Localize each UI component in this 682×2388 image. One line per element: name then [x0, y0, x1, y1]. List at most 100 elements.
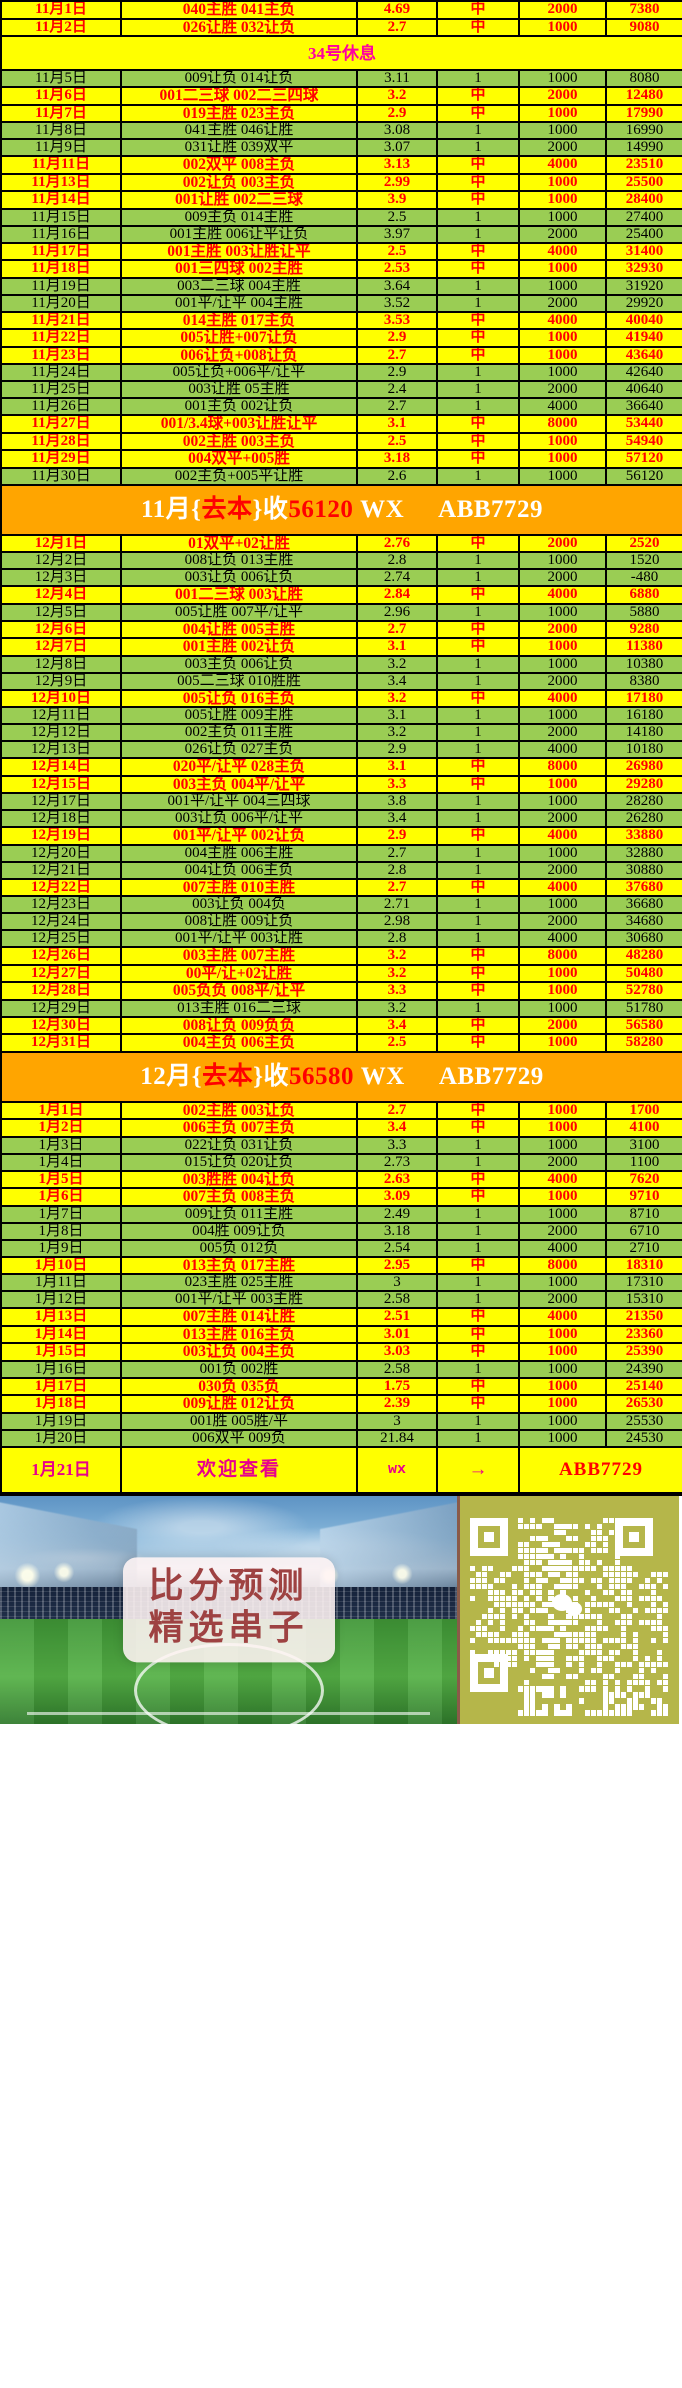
cell-stake: 2000 [518, 293, 607, 313]
cell-profit: 21350 [605, 1307, 682, 1327]
cell-profit: 29920 [605, 293, 682, 313]
wechat-icon [552, 1593, 586, 1620]
cell-pick: 007主胜 014让胜 [120, 1307, 358, 1327]
cell-stake: 1000 [518, 1411, 607, 1431]
cell-stake: 2000 [518, 0, 607, 20]
cell-stake: 4000 [518, 688, 607, 708]
table-row: 12月3日 003让负 006让负 2.74 1 2000 -480 [0, 568, 682, 587]
cell-stake: 4000 [518, 310, 607, 330]
qr-finder-pattern [470, 1517, 508, 1556]
cell-stake: 1000 [518, 466, 607, 486]
bottom-banner: 比分预测 精选串子 [0, 1493, 682, 1724]
cell-result: 中 [436, 585, 520, 605]
cell-profit: 3100 [605, 1135, 682, 1155]
cell-odds: 3.4 [356, 809, 438, 828]
cell-result: 中 [436, 328, 520, 348]
cell-result: 中 [436, 1169, 520, 1189]
cell-result: 1 [436, 1428, 520, 1448]
table-row: 12月15日 003主负 004平/让平 3.3 中 1000 29280 [0, 774, 682, 794]
cell-odds: 2.76 [356, 533, 438, 553]
cell-pick: 014主胜 017主负 [120, 310, 358, 330]
cell-stake: 2000 [518, 723, 607, 742]
cell-profit: 28400 [605, 190, 682, 210]
cell-result: 1 [436, 397, 520, 416]
table-row: 11月1日 040主胜 041主负 4.69 中 2000 7380 [0, 0, 682, 20]
cell-result: 中 [436, 619, 520, 639]
table-row: 12月26日 003主胜 007主胜 3.2 中 8000 48280 [0, 946, 682, 966]
cell-profit: 7620 [605, 1169, 682, 1189]
cell-date: 1月9日 [0, 1238, 122, 1258]
cell-pick: 022让负 031让负 [120, 1135, 358, 1155]
cell-profit: 15310 [605, 1290, 682, 1309]
cell-pick: 002双平 008主负 [120, 155, 358, 175]
cell-pick: 004让负 006主负 [120, 860, 358, 880]
cell-profit: 58280 [605, 1033, 682, 1053]
cell-odds: 3.18 [356, 449, 438, 469]
cell-pick: 002让负 003主负 [120, 172, 358, 192]
cell-pick: 003让负 004负 [120, 895, 358, 914]
table-row: 1月13日 007主胜 014让胜 2.51 中 4000 21350 [0, 1307, 682, 1327]
cell-pick: 003主负 004平/让平 [120, 774, 358, 794]
cell-odds: 3.4 [356, 1118, 438, 1138]
cell-odds: 2.74 [356, 568, 438, 587]
cell-result: 中 [436, 1255, 520, 1275]
cell-pick: 001三四球 002主胜 [120, 259, 358, 279]
cell-pick: 004主胜 006主胜 [120, 843, 358, 863]
cell-stake: 1000 [518, 69, 607, 88]
cell-odds: 2.9 [356, 328, 438, 348]
cell-profit: 24530 [605, 1428, 682, 1448]
cell-pick: 001/3.4球+003让胜让平 [120, 414, 358, 434]
table-row: 11月22日 005让胜+007让负 2.9 中 1000 41940 [0, 328, 682, 348]
cell-pick: 004胜 009让负 [120, 1221, 358, 1241]
cell-result: 1 [436, 1221, 520, 1241]
table-row: 11月13日 002让负 003主负 2.99 中 1000 25500 [0, 172, 682, 192]
cell-odds: 2.8 [356, 551, 438, 570]
cell-stake: 4000 [518, 929, 607, 948]
cell-pick: 013主胜 016二三球 [120, 998, 358, 1018]
cell-profit: 8710 [605, 1204, 682, 1224]
cell-date: 11月26日 [0, 397, 122, 416]
cell-result: 中 [436, 1324, 520, 1344]
table-row: 11月17日 001主胜 003让胜让平 2.5 中 4000 31400 [0, 241, 682, 261]
table-row: 11月2日 026让胜 032让负 2.7 中 1000 9080 [0, 17, 682, 37]
cell-profit: 9710 [605, 1187, 682, 1207]
cell-result: 1 [436, 1238, 520, 1258]
welcome-wechat-id[interactable]: ABB7729 [518, 1445, 682, 1494]
cell-stake: 2000 [518, 1221, 607, 1241]
cell-stake: 1000 [518, 1100, 607, 1120]
table-row: 11月21日 014主胜 017主负 3.53 中 4000 40040 [0, 310, 682, 330]
cell-profit: 10380 [605, 654, 682, 674]
cell-result: 1 [436, 207, 520, 227]
cell-pick: 001平/让平 002让负 [120, 826, 358, 846]
cell-pick: 002主胜 003主负 [120, 431, 358, 451]
cell-odds: 3.3 [356, 981, 438, 1001]
cell-profit: 17180 [605, 688, 682, 708]
summary-month: 12月 [140, 1063, 192, 1090]
cell-stake: 1000 [518, 1273, 607, 1292]
cell-stake: 2000 [518, 568, 607, 587]
cell-stake: 1000 [518, 1394, 607, 1414]
table-row: 12月29日 013主胜 016二三球 3.2 1 1000 51780 [0, 998, 682, 1018]
cell-stake: 1000 [518, 843, 607, 863]
cell-date: 12月28日 [0, 981, 122, 1001]
cell-pick: 001二三球 002二三四球 [120, 86, 358, 106]
wechat-qr-code[interactable] [460, 1495, 679, 1724]
table-row: 1月1日 002主胜 003让负 2.7 中 1000 1700 [0, 1100, 682, 1120]
cell-stake: 4000 [518, 1238, 607, 1258]
cell-date: 1月11日 [0, 1273, 122, 1292]
cell-pick: 001主胜 003让胜让平 [120, 241, 358, 261]
cell-stake: 1000 [518, 259, 607, 279]
cell-date: 1月15日 [0, 1342, 122, 1362]
cell-stake: 1000 [518, 190, 607, 210]
cell-stake: 1000 [518, 363, 607, 382]
cell-result: 1 [436, 1359, 520, 1379]
cell-date: 11月14日 [0, 190, 122, 210]
cell-result: 1 [436, 1152, 520, 1172]
cell-result: 1 [436, 671, 520, 691]
cell-stake: 8000 [518, 1255, 607, 1275]
cell-stake: 1000 [518, 654, 607, 674]
cell-result: 中 [436, 981, 520, 1001]
cell-date: 12月19日 [0, 826, 122, 846]
cell-result: 中 [436, 190, 520, 210]
table-row: 12月20日 004主胜 006主胜 2.7 1 1000 32880 [0, 843, 682, 863]
